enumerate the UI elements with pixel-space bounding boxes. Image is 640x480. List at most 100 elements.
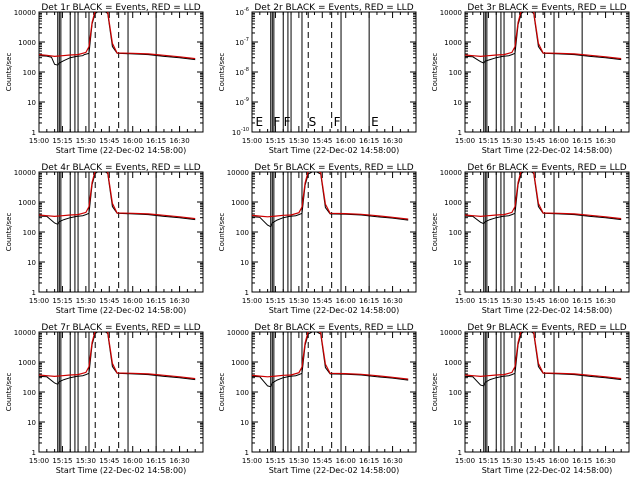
x-tick-label: 15:30 (76, 457, 96, 465)
y-tick-label: 10 (240, 419, 249, 427)
plot-frame (464, 331, 630, 453)
y-tick-label: 10 (453, 419, 462, 427)
panel-det-3: Det 3r BLACK = Events, RED = LLD 1 10 100 10… (431, 3, 630, 155)
y-tick-label: 100 (23, 69, 36, 77)
x-tick-label: 16:00 (549, 297, 569, 305)
y-tick-label: 10 (27, 259, 36, 267)
lld-series-line (39, 12, 196, 60)
x-tick-label: 15:45 (312, 457, 332, 465)
y-tick-label: 1 (32, 289, 36, 297)
y-tick-label: 10-10 (232, 127, 249, 137)
y-axis-label: Counts/sec (5, 53, 13, 92)
x-axis-label: Start Time (22-Dec-02 14:58:00) (482, 306, 613, 315)
y-tick-label: 100 (449, 389, 462, 397)
x-tick-label: 15:15 (52, 457, 72, 465)
lld-series-line (465, 172, 622, 220)
panel-det-4: Det 4r BLACK = Events, RED = LLD 1 10 100 10… (5, 163, 204, 315)
x-tick-label: 15:15 (52, 137, 72, 145)
x-tick-label: 16:30 (169, 457, 189, 465)
y-tick-label: 10 (27, 419, 36, 427)
x-tick-label: 15:15 (478, 297, 498, 305)
y-tick-label: 1000 (444, 359, 462, 367)
x-tick-label: 15:15 (52, 297, 72, 305)
y-tick-label: 10000 (440, 329, 462, 337)
y-tick-label: 10 (27, 99, 36, 107)
y-axis-label: Counts/sec (218, 373, 226, 412)
x-tick-label: 15:00 (242, 457, 262, 465)
x-tick-label: 16:15 (146, 137, 166, 145)
y-tick-label: 1 (245, 449, 249, 457)
x-tick-label: 16:15 (572, 297, 592, 305)
x-tick-label: 16:15 (146, 457, 166, 465)
x-tick-label: 15:00 (455, 457, 475, 465)
events-series-line (39, 12, 196, 66)
y-axis-label: Counts/sec (431, 53, 439, 92)
panel-title: Det 8r BLACK = Events, RED = LLD (254, 323, 413, 333)
x-tick-label: 15:00 (242, 297, 262, 305)
y-tick-label: 10000 (227, 169, 249, 177)
x-tick-label: 16:15 (572, 457, 592, 465)
y-tick-label: 1 (32, 129, 36, 137)
x-tick-label: 16:30 (169, 297, 189, 305)
x-tick-label: 16:00 (336, 457, 356, 465)
y-tick-label: 10-7 (235, 37, 249, 47)
x-axis-label: Start Time (22-Dec-02 14:58:00) (269, 306, 400, 315)
y-tick-label: 10000 (440, 169, 462, 177)
x-tick-label: 16:15 (359, 137, 379, 145)
x-tick-label: 15:15 (265, 297, 285, 305)
y-tick-label: 1 (458, 289, 462, 297)
y-tick-label: 10-9 (235, 97, 249, 107)
x-tick-label: 16:30 (595, 457, 615, 465)
x-tick-label: 15:30 (502, 137, 522, 145)
marker-label: F (284, 115, 291, 129)
y-tick-label: 10000 (14, 169, 36, 177)
x-tick-label: 15:45 (99, 297, 119, 305)
marker-label: S (309, 115, 317, 129)
y-tick-label: 100 (449, 229, 462, 237)
y-tick-label: 1000 (18, 199, 36, 207)
y-tick-label: 1000 (444, 199, 462, 207)
x-tick-label: 15:00 (242, 137, 262, 145)
x-tick-label: 15:30 (289, 137, 309, 145)
panel-det-2: Det 2r BLACK = Events, RED = LLD 10-10 10-… (218, 3, 417, 155)
x-tick-label: 16:30 (382, 297, 402, 305)
marker-label: E (371, 115, 379, 129)
lld-series-line (252, 332, 409, 380)
plot-frame (251, 11, 417, 133)
x-tick-label: 16:15 (359, 457, 379, 465)
x-axis-label: Start Time (22-Dec-02 14:58:00) (269, 146, 400, 155)
y-tick-label: 1 (32, 449, 36, 457)
panel-det-8: Det 8r BLACK = Events, RED = LLD 1 10 100 10… (218, 323, 417, 475)
x-tick-label: 15:30 (76, 137, 96, 145)
marker-label: E (256, 115, 264, 129)
x-tick-label: 16:30 (382, 457, 402, 465)
plot-frame (464, 11, 630, 133)
events-series-line (252, 172, 409, 228)
x-tick-label: 16:30 (169, 137, 189, 145)
panel-title: Det 5r BLACK = Events, RED = LLD (254, 163, 413, 173)
y-tick-label: 100 (236, 229, 249, 237)
x-tick-label: 16:00 (336, 297, 356, 305)
marker-label: F (334, 115, 341, 129)
x-tick-label: 16:15 (359, 297, 379, 305)
panel-det-7: Det 7r BLACK = Events, RED = LLD 1 10 100 10… (5, 323, 204, 475)
x-tick-label: 15:45 (525, 137, 545, 145)
x-axis-label: Start Time (22-Dec-02 14:58:00) (56, 306, 187, 315)
y-tick-label: 1000 (444, 39, 462, 47)
x-tick-label: 15:45 (99, 137, 119, 145)
y-tick-label: 1000 (231, 359, 249, 367)
plot-frame (38, 331, 204, 453)
y-tick-label: 10000 (14, 9, 36, 17)
lld-series-line (252, 172, 409, 220)
x-tick-label: 15:45 (525, 297, 545, 305)
x-tick-label: 16:30 (382, 137, 402, 145)
x-tick-label: 16:15 (146, 297, 166, 305)
y-axis-label: Counts/sec (218, 53, 226, 92)
x-tick-label: 15:45 (312, 137, 332, 145)
y-tick-label: 10000 (14, 329, 36, 337)
y-tick-label: 1000 (18, 359, 36, 367)
x-tick-label: 15:00 (455, 137, 475, 145)
y-tick-label: 1000 (18, 39, 36, 47)
y-axis-label: Counts/sec (218, 213, 226, 252)
y-tick-label: 1 (245, 289, 249, 297)
